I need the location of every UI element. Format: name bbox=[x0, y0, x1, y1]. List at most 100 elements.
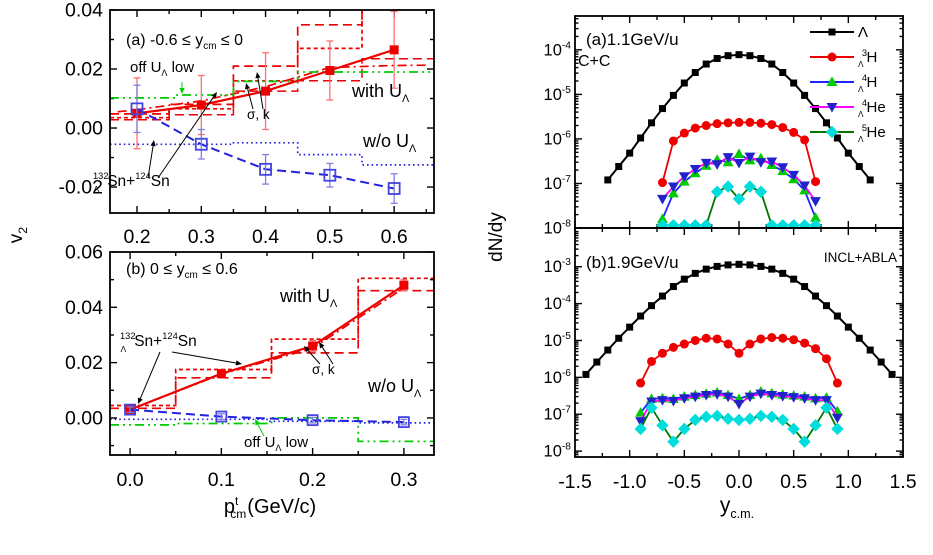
marker-triangle-down bbox=[799, 181, 810, 192]
marker-square bbox=[844, 323, 852, 331]
marker-circle bbox=[832, 378, 842, 388]
annotation: w/o UΛ bbox=[362, 131, 417, 155]
marker-triangle-down bbox=[657, 194, 668, 205]
annotation-arrow-head bbox=[211, 92, 217, 99]
marker-diamond bbox=[634, 422, 647, 436]
series-hyper-he4 bbox=[657, 152, 821, 207]
panel-left-a: 0.2 0.3 0.4 0.5 0.6 0.04 0.02 0.00 -0.02 (a) -0.6… bbox=[59, 0, 435, 248]
series-line bbox=[662, 185, 816, 227]
y-tick-label: 0.04 bbox=[65, 297, 103, 319]
marker-triangle-down bbox=[711, 160, 723, 170]
marker-triangle-down bbox=[678, 394, 690, 404]
marker-triangle-down bbox=[689, 392, 701, 403]
marker-square bbox=[680, 275, 688, 283]
legend-label: Λ bbox=[858, 24, 868, 41]
marker-circle bbox=[690, 123, 700, 133]
marker-triangle-up bbox=[733, 148, 745, 158]
marker-diamond bbox=[743, 180, 757, 193]
error-bar bbox=[390, 173, 398, 204]
annotation-arrow bbox=[321, 346, 334, 365]
marker-square bbox=[691, 269, 699, 277]
marker-square bbox=[615, 334, 623, 342]
series-lambda bbox=[604, 51, 874, 184]
y-tick-label: 10-8 bbox=[544, 442, 572, 461]
marker-diamond bbox=[710, 409, 724, 423]
marker-diamond bbox=[721, 180, 735, 193]
annotation-arrow bbox=[307, 350, 321, 365]
marker-circle bbox=[800, 338, 810, 348]
y-tick-label: 10-8 bbox=[544, 219, 572, 238]
series-hyper-he5 bbox=[634, 401, 844, 448]
marker-circle bbox=[712, 334, 722, 344]
marker-triangle-down bbox=[711, 390, 723, 400]
annotation-arrow-head bbox=[319, 342, 325, 349]
marker-square bbox=[637, 312, 645, 320]
y-tick-label: 10-7 bbox=[544, 174, 572, 193]
marker-square bbox=[637, 134, 645, 142]
error-bar bbox=[326, 162, 334, 188]
marker-diamond bbox=[754, 409, 768, 423]
marker-circle bbox=[767, 333, 777, 343]
y-tick-label: 0.02 bbox=[65, 59, 103, 81]
series-sigma-band bbox=[110, 289, 434, 410]
marker-triangle-down bbox=[700, 158, 712, 169]
series-with-UL bbox=[132, 10, 399, 150]
marker-diamond bbox=[809, 219, 822, 228]
annotation: with UΛ bbox=[279, 286, 338, 310]
marker-circle bbox=[767, 120, 777, 130]
error-bar bbox=[133, 84, 141, 134]
annotation-arrow-head bbox=[245, 83, 251, 90]
marker-diamond bbox=[787, 219, 800, 228]
legend: Λ 3 Λ H 4 Λ H 4 Λ He 5 Λ He bbox=[810, 24, 886, 144]
marker-open-square bbox=[259, 162, 272, 176]
marker-diamond bbox=[700, 219, 713, 228]
marker-square bbox=[757, 262, 765, 270]
y-tick-label: 10-6 bbox=[544, 129, 572, 148]
marker-triangle-down bbox=[689, 165, 701, 175]
annotation-arrow bbox=[157, 96, 215, 179]
x-tick-label: -1.5 bbox=[558, 471, 592, 493]
x-tick-label: 0.2 bbox=[123, 226, 150, 248]
marker-circle bbox=[756, 118, 766, 128]
annotation-arrow bbox=[257, 77, 264, 110]
marker-diamond bbox=[678, 219, 691, 228]
marker-triangle-down bbox=[744, 152, 756, 163]
marker-square bbox=[757, 54, 765, 62]
annotation: σ, k bbox=[247, 107, 270, 122]
marker-diamond bbox=[721, 412, 735, 426]
marker-triangle-down bbox=[668, 182, 679, 193]
marker-circle bbox=[789, 335, 799, 345]
x-tick-label: 0.2 bbox=[299, 469, 326, 491]
legend-label: 4 Λ He bbox=[858, 98, 886, 119]
annotation-arrow-head bbox=[235, 360, 242, 366]
marker-circle bbox=[756, 334, 766, 344]
y-tick-label: 10-7 bbox=[544, 405, 572, 424]
marker-square bbox=[735, 260, 743, 268]
marker-square bbox=[790, 79, 798, 87]
marker-square bbox=[389, 45, 399, 55]
marker-triangle-down bbox=[755, 389, 767, 400]
marker-square bbox=[669, 283, 677, 291]
marker-square bbox=[779, 69, 787, 77]
marker-square bbox=[790, 275, 798, 283]
marker-circle bbox=[811, 344, 821, 354]
annotation-arrow bbox=[247, 88, 254, 110]
x-tick-label: 0.5 bbox=[780, 471, 807, 493]
annotation-arrow-head bbox=[304, 346, 310, 353]
y-tick-label: 0.00 bbox=[65, 407, 103, 429]
marker-triangle-down bbox=[668, 396, 679, 407]
marker-triangle-up bbox=[826, 76, 838, 87]
marker-triangle-down bbox=[821, 396, 832, 406]
marker-triangle-down bbox=[766, 157, 778, 168]
x-tick-label: 0.3 bbox=[390, 469, 417, 491]
annotation-arrow-head bbox=[137, 397, 143, 404]
marker-square bbox=[669, 91, 677, 99]
series-hyper-h3 bbox=[657, 117, 821, 188]
annotation: C+C bbox=[578, 53, 610, 70]
marker-diamond bbox=[645, 401, 658, 414]
series-group bbox=[604, 51, 874, 228]
marker-circle bbox=[657, 178, 667, 188]
